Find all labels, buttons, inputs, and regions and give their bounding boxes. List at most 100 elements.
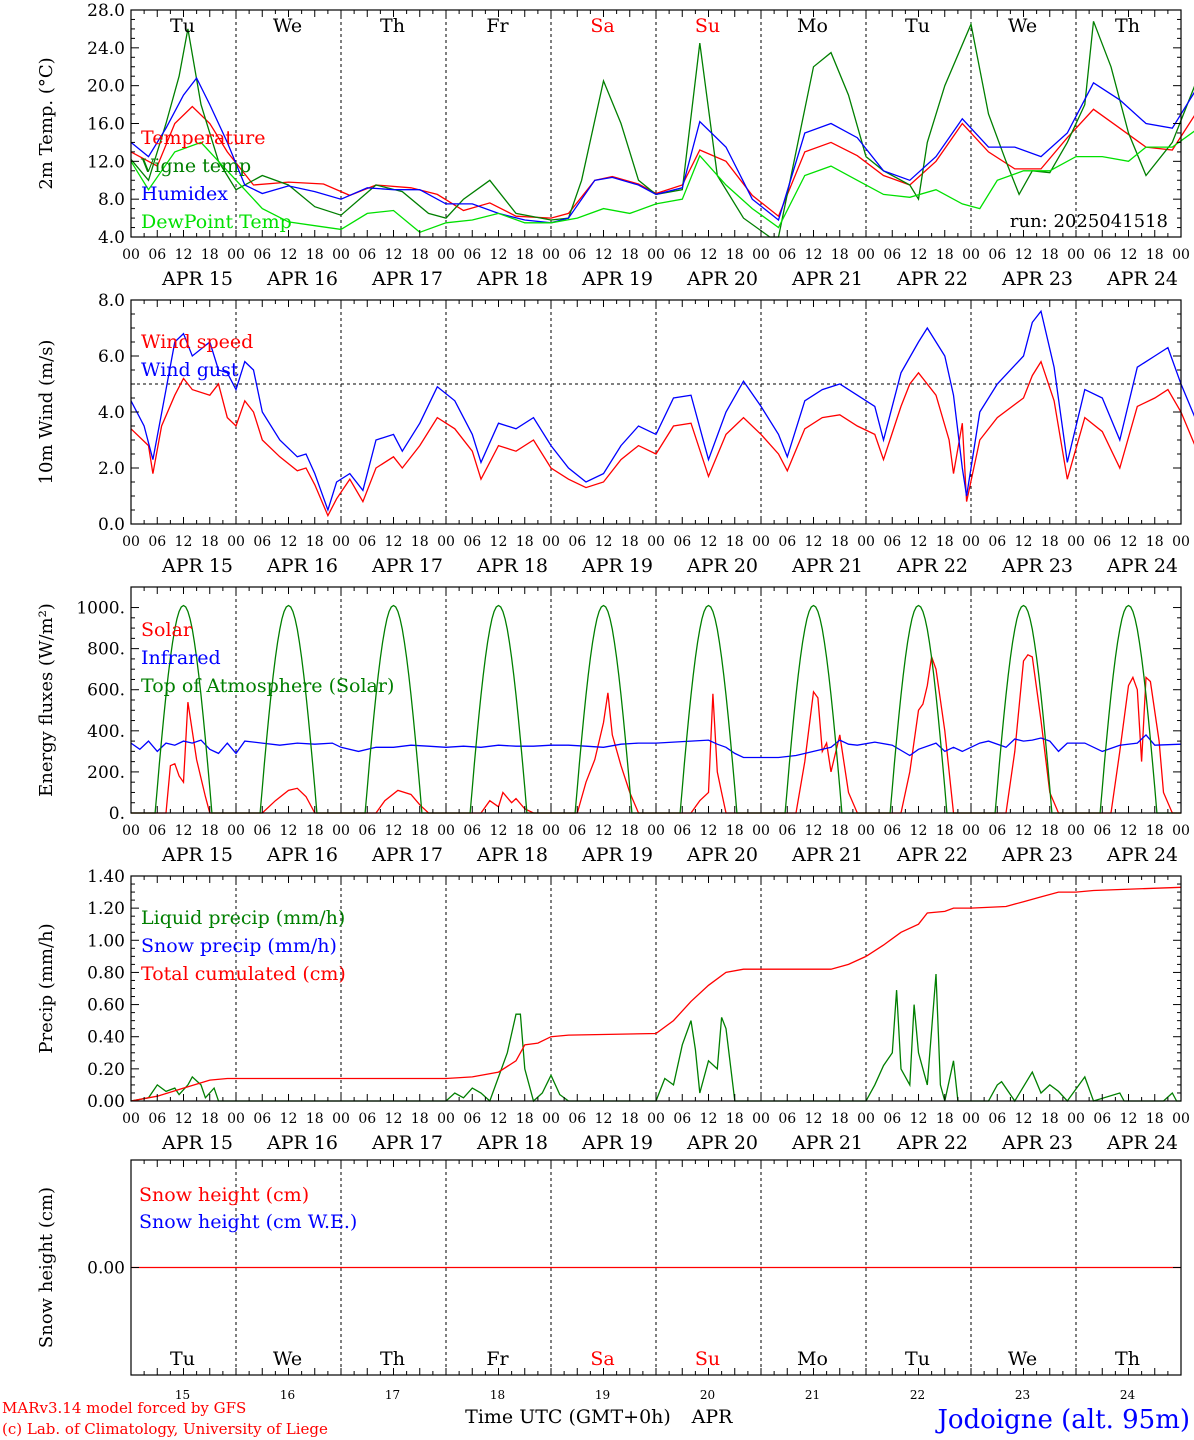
x-date-label: APR 16 [266,844,338,866]
series-line-vigne-temp [130,21,1194,238]
x-hour-label: 12 [805,1111,823,1127]
x-hour-label: 00 [857,1111,875,1127]
x-hour-label: 06 [358,823,376,839]
x-hour-label: 12 [280,534,298,550]
weekday-label: We [273,1348,302,1370]
meteogram-panels: 4.0 8.0 12.0 16.0 20.0 24.0 28.0 2m Temp. (°C) 0… [36,1,1194,1402]
day-number-label: 17 [385,1388,400,1402]
x-hour-label: 00 [332,534,350,550]
y-tick-label: 8.0 [98,291,125,311]
x-hour-label: 12 [595,534,613,550]
x-hour-label: 18 [201,823,219,839]
x-hour-label: 18 [1146,247,1164,263]
plot-frame [130,299,1182,525]
x-hour-label: 18 [831,247,849,263]
x-hour-label: 12 [805,534,823,550]
x-hour-label: 00 [1172,534,1190,550]
panel-wind: 0.0 2.0 4.0 6.0 8.0 10m Wind (m/s) 00 06 12 18 00 0… [36,291,1194,577]
x-date-label: APR 19 [581,555,653,577]
x-hour-label: 06 [358,534,376,550]
x-hour-label: 06 [253,534,271,550]
x-axis-label: Time UTC (GMT+0h) [465,1406,671,1428]
x-hour-label: 00 [647,247,665,263]
x-hour-label: 06 [988,534,1006,550]
legend-entry: Snow height (cm W.E.) [139,1211,357,1233]
legend-entry: Liquid precip (mm/h) [141,907,345,929]
x-hour-label: 18 [306,247,324,263]
x-hour-label: 12 [910,247,928,263]
x-hour-label: 18 [936,823,954,839]
x-hour-label: 06 [778,1111,796,1127]
x-hour-label: 06 [463,1111,481,1127]
series-line-total-cumulated-cm- [130,886,1182,1102]
x-hour-label: 06 [673,1111,691,1127]
y-tick-label: 6.0 [98,347,125,367]
weekday-label: Mo [797,15,828,37]
x-hour-label: 06 [778,534,796,550]
x-hour-label: 12 [595,247,613,263]
x-hour-label: 12 [1015,1111,1033,1127]
x-hour-label: 18 [726,823,744,839]
x-hour-label: 00 [962,1111,980,1127]
x-hour-label: 18 [936,247,954,263]
y-tick-label: 16.0 [87,115,125,135]
day-number-label: 18 [490,1388,505,1402]
weekday-label: Sa [590,1348,614,1370]
x-hour-label: 18 [411,1111,429,1127]
x-axis-month: APR [691,1406,734,1428]
x-hour-label: 06 [1093,247,1111,263]
x-date-label: APR 18 [476,555,548,577]
x-date-label: APR 17 [371,1132,443,1154]
x-hour-label: 18 [516,247,534,263]
x-date-label: APR 20 [686,1132,758,1154]
y-tick-label: 0.00 [87,1259,125,1279]
x-hour-label: 12 [490,534,508,550]
x-date-label: APR 15 [161,555,233,577]
x-hour-label: 00 [647,534,665,550]
panel-energy: 0. 200. 400. 600. 800. 1000. Energy fluxes (W/… [36,586,1190,866]
x-hour-label: 18 [726,1111,744,1127]
x-hour-label: 18 [516,534,534,550]
x-hour-label: 06 [253,247,271,263]
y-tick-label: 4.0 [98,403,125,423]
x-hour-label: 00 [542,247,560,263]
x-hour-label: 18 [831,823,849,839]
x-hour-label: 06 [253,823,271,839]
y-axis-label: 10m Wind (m/s) [36,340,57,485]
x-hour-label: 12 [595,823,613,839]
weekday-label: Tu [170,1348,195,1370]
day-number-label: 23 [1015,1388,1030,1402]
x-hour-label: 00 [647,1111,665,1127]
x-date-label: APR 24 [1106,555,1178,577]
x-hour-label: 06 [988,1111,1006,1127]
x-hour-label: 12 [1015,247,1033,263]
legend-entry: Wind gust [141,359,239,381]
x-hour-label: 18 [621,534,639,550]
x-hour-label: 00 [332,1111,350,1127]
y-tick-label: 8.0 [98,190,125,210]
weekday-label: Th [1115,15,1140,37]
day-number-label: 20 [700,1388,715,1402]
x-hour-label: 00 [227,534,245,550]
weekday-label: Tu [905,15,930,37]
x-date-label: APR 21 [791,268,863,290]
x-hour-label: 12 [700,1111,718,1127]
legend-entry: Snow precip (mm/h) [141,935,337,957]
x-date-label: APR 18 [476,1132,548,1154]
series-line-temperature [130,105,1194,219]
x-hour-label: 06 [463,534,481,550]
x-date-label: APR 18 [476,268,548,290]
day-number-label: 24 [1120,1388,1136,1402]
y-tick-label: 0.80 [87,963,125,983]
x-hour-label: 18 [621,1111,639,1127]
x-hour-label: 00 [1172,247,1190,263]
x-hour-label: 18 [306,534,324,550]
legend-entry: Temperature [141,127,265,149]
x-hour-label: 12 [280,1111,298,1127]
x-hour-label: 06 [988,823,1006,839]
x-date-label: APR 24 [1106,1132,1178,1154]
x-hour-label: 00 [437,534,455,550]
x-hour-label: 06 [148,247,166,263]
day-number-label: 19 [595,1388,610,1402]
x-hour-label: 12 [805,823,823,839]
